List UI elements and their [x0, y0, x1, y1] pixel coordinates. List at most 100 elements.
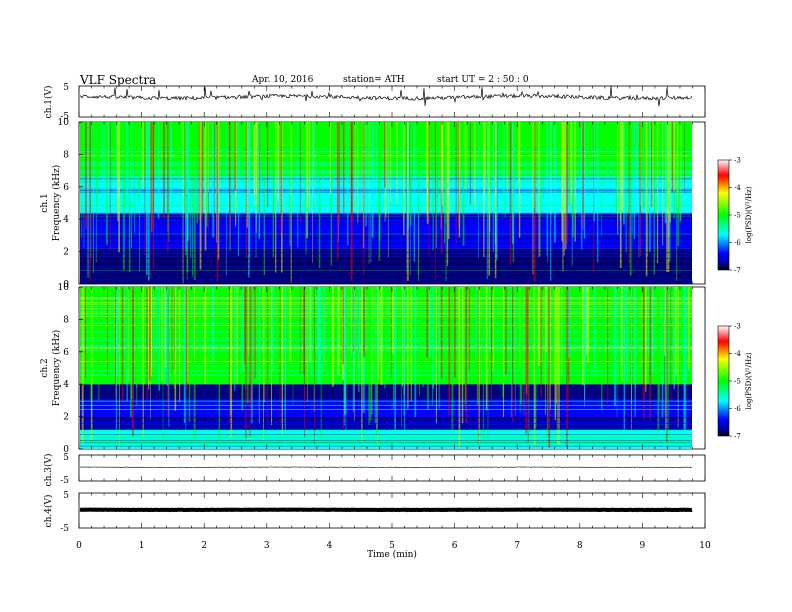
ytick-label: 6 — [63, 183, 69, 193]
spectrogram-streak — [361, 287, 363, 443]
spectrogram-streak — [371, 287, 373, 415]
spectrogram-streak — [616, 287, 618, 418]
spectrogram-stripe — [80, 399, 692, 400]
spectrogram-line — [80, 440, 692, 441]
spectrogram-streak — [378, 287, 380, 380]
spectrogram-streak — [115, 122, 117, 199]
spectrogram-streak — [150, 287, 152, 366]
spectrogram-streak — [280, 122, 283, 234]
spectrogram-streak — [673, 287, 676, 390]
spectrogram-streak — [193, 287, 196, 439]
spectrogram-stripe — [80, 420, 692, 422]
spectrogram-streak — [461, 287, 464, 424]
spectrogram-streak — [230, 287, 233, 439]
spectrogram-streak — [198, 122, 200, 220]
spectrogram-streak — [441, 122, 444, 206]
colorbar-tick-label: -4 — [734, 350, 741, 358]
spectrogram-stripe — [80, 325, 692, 327]
ytick-label: 4 — [63, 215, 69, 225]
spectrogram-streak — [267, 122, 269, 207]
spectrogram-streak — [161, 287, 163, 382]
spectrogram-streak — [275, 122, 277, 273]
spectrogram-streak — [192, 122, 194, 277]
spectrogram-streak — [659, 287, 661, 402]
spectrogram-streak — [310, 287, 312, 376]
spectrogram-stripe — [80, 256, 692, 257]
spectrogram-streak — [363, 287, 365, 357]
spectrogram-streak — [525, 287, 528, 434]
spectrogram-streak — [258, 287, 260, 424]
spectrogram-streak — [413, 122, 416, 262]
spectrogram-streak — [365, 122, 367, 227]
ch2-spectrogram-image — [80, 287, 692, 449]
spectrogram-streak — [625, 122, 627, 253]
spectrogram-streak — [491, 287, 493, 403]
spectrogram-streak — [127, 287, 129, 372]
spectrogram-streak — [248, 287, 249, 355]
spectrogram-stripe — [80, 338, 692, 340]
spectrogram-streak — [371, 122, 374, 238]
spectrogram-streak — [509, 122, 512, 265]
spectrogram-streak — [582, 122, 584, 230]
spectrogram-streak — [263, 287, 264, 441]
spectrogram-streak — [317, 287, 319, 383]
spectrogram-stripe — [80, 429, 692, 431]
spectrogram-stripe — [80, 345, 692, 347]
spectrogram-streak — [483, 122, 485, 258]
spectrogram-streak — [468, 287, 471, 371]
spectrogram-streak — [357, 122, 359, 223]
spectrogram-streak — [196, 122, 199, 223]
spectrogram-streak — [511, 287, 514, 422]
ytick-label: 8 — [63, 150, 69, 160]
spectrogram-streak — [281, 287, 283, 436]
spectrogram-streak — [572, 122, 574, 237]
spectrogram-streak — [237, 122, 240, 256]
spectrogram-streak — [404, 287, 406, 448]
spectrogram-streak — [677, 122, 680, 246]
spectrogram-streak — [670, 287, 672, 405]
spectrogram-streak — [370, 287, 372, 421]
spectrogram-streak — [639, 122, 642, 257]
spectrogram-streak — [247, 287, 249, 404]
spectrogram-stripe — [80, 234, 692, 236]
spectrogram-streak — [254, 287, 256, 379]
spectrogram-stripe — [80, 238, 692, 240]
spectrogram-streak — [447, 122, 450, 240]
spectrogram-streak — [81, 122, 82, 238]
spectrogram-streak — [684, 122, 685, 191]
spectrogram-streak — [255, 122, 257, 259]
spectrogram-streak — [403, 287, 405, 416]
spectrogram-streak — [308, 122, 311, 208]
spectrogram-streak — [445, 122, 447, 282]
spectrogram-streak — [125, 122, 127, 209]
spectrogram-streak — [246, 122, 248, 228]
spectrogram-streak — [444, 122, 446, 244]
spectrogram-streak — [352, 287, 354, 412]
spectrogram-streak — [621, 287, 623, 382]
spectrogram-stripe — [80, 232, 692, 233]
spectrogram-stripe — [80, 313, 692, 315]
spectrogram-streak — [651, 122, 653, 208]
ch4-ytick-top: 5 — [63, 491, 69, 501]
spectrogram-streak — [272, 122, 274, 258]
spectrogram-stripe — [80, 222, 692, 224]
spectrogram-streak — [374, 287, 376, 424]
ch1-waveform-ylabel: ch.1(V) — [43, 86, 54, 119]
spectrogram-line — [80, 423, 692, 424]
spectrogram-streak — [289, 122, 291, 247]
spectrogram-streak — [249, 122, 251, 259]
spectrogram-streak — [289, 287, 292, 361]
spectrogram-streak — [330, 122, 333, 266]
spectrogram-streak — [523, 287, 525, 416]
spectrogram-streak — [676, 122, 678, 281]
spectrogram-streak — [150, 122, 152, 232]
spectrogram-streak — [597, 287, 598, 361]
spectrogram-stripe — [80, 265, 692, 267]
spectrogram-streak — [593, 122, 595, 222]
spectrogram-streak — [642, 287, 645, 420]
spectrogram-streak — [687, 287, 690, 371]
spectrogram-stripe — [80, 348, 692, 349]
xtick-label: 10 — [699, 541, 711, 551]
spectrogram-streak — [677, 287, 679, 428]
spectrogram-streak — [615, 122, 618, 214]
